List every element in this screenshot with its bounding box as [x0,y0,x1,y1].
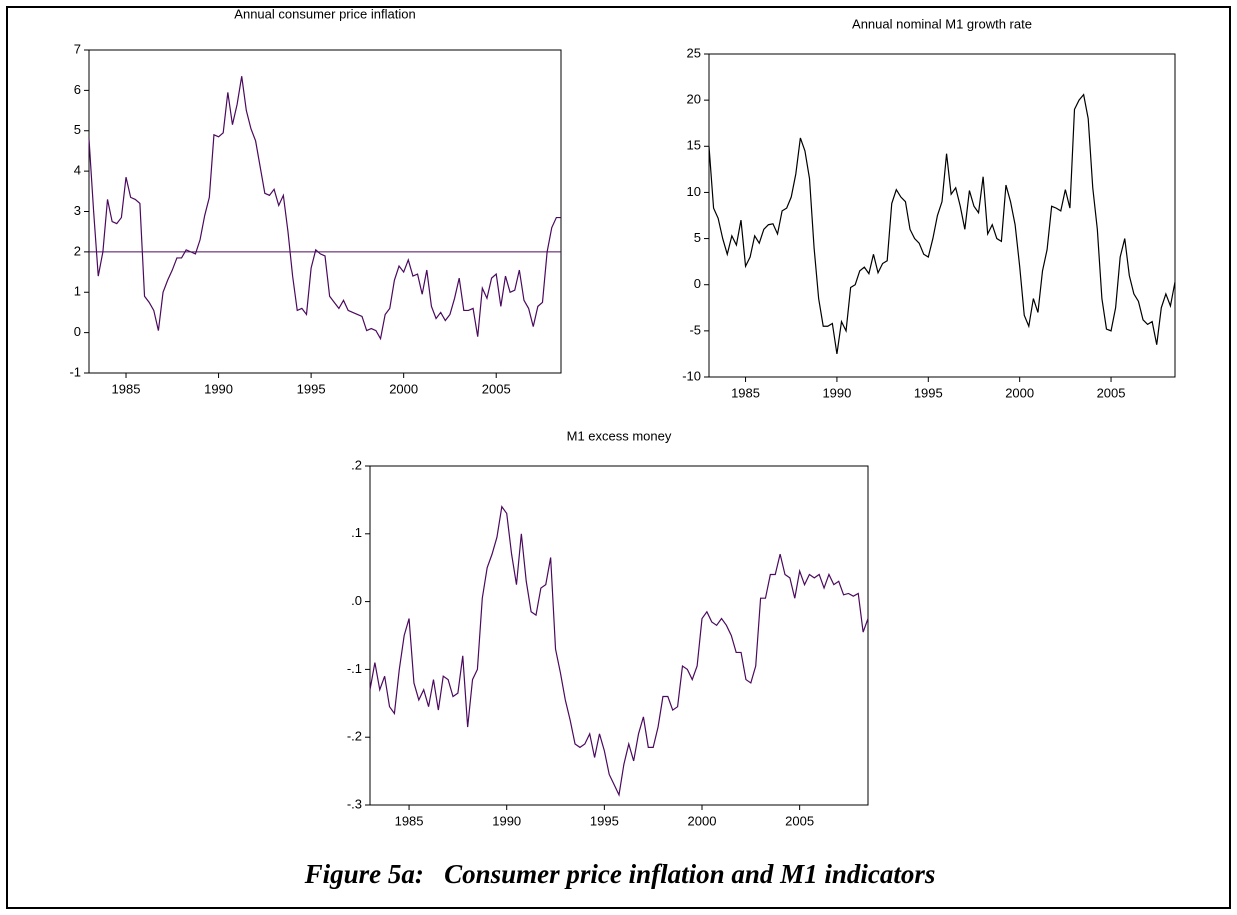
x-tick-label: 2000 [1005,385,1034,400]
y-tick-label: 3 [74,203,81,218]
plot-frame [88,49,562,374]
x-tick-label: 1985 [395,813,424,828]
y-tick-label: 1 [74,284,81,299]
y-tick-label: 2 [74,243,81,258]
x-tick-label: 1995 [297,381,326,396]
x-tick-label: 2000 [688,813,717,828]
y-tick-label: -5 [689,322,701,337]
y-tick-label: -10 [682,368,701,383]
plot-frame [369,465,869,806]
chart-title: Annual nominal M1 growth rate [852,16,1032,31]
y-tick-label: 4 [74,163,81,178]
y-tick-label: 0 [74,324,81,339]
x-tick-label: 1995 [590,813,619,828]
y-tick-label: 7 [74,41,81,56]
y-tick-label: 20 [687,92,701,107]
x-tick-label: 2000 [389,381,418,396]
figure-border [6,6,1231,909]
y-tick-label: 0 [694,276,701,291]
y-tick-label: 5 [74,122,81,137]
x-tick-label: 1985 [731,385,760,400]
plot-frame [708,53,1176,378]
y-tick-label: 10 [687,184,701,199]
chart-title: M1 excess money [567,428,672,443]
caption: Figure 5a: Consumer price inflation and … [304,859,936,889]
y-tick-label: -.1 [347,661,362,676]
x-tick-label: 1990 [822,385,851,400]
y-tick-label: -1 [69,364,81,379]
x-tick-label: 2005 [785,813,814,828]
x-tick-label: 1995 [914,385,943,400]
y-tick-label: 15 [687,138,701,153]
y-tick-label: -.3 [347,796,362,811]
x-tick-label: 1990 [204,381,233,396]
chart-title: Annual consumer price inflation [234,6,415,21]
x-tick-label: 1990 [492,813,521,828]
x-tick-label: 2005 [1097,385,1126,400]
x-tick-label: 2005 [482,381,511,396]
y-tick-label: -.2 [347,729,362,744]
y-tick-label: 25 [687,45,701,60]
y-tick-label: .2 [351,457,362,472]
y-tick-label: .0 [351,593,362,608]
data-line [369,505,869,797]
y-tick-label: .1 [351,525,362,540]
x-tick-label: 1985 [112,381,141,396]
data-line [708,93,1176,355]
y-tick-label: 6 [74,82,81,97]
y-tick-label: 5 [694,230,701,245]
data-line [88,76,561,341]
